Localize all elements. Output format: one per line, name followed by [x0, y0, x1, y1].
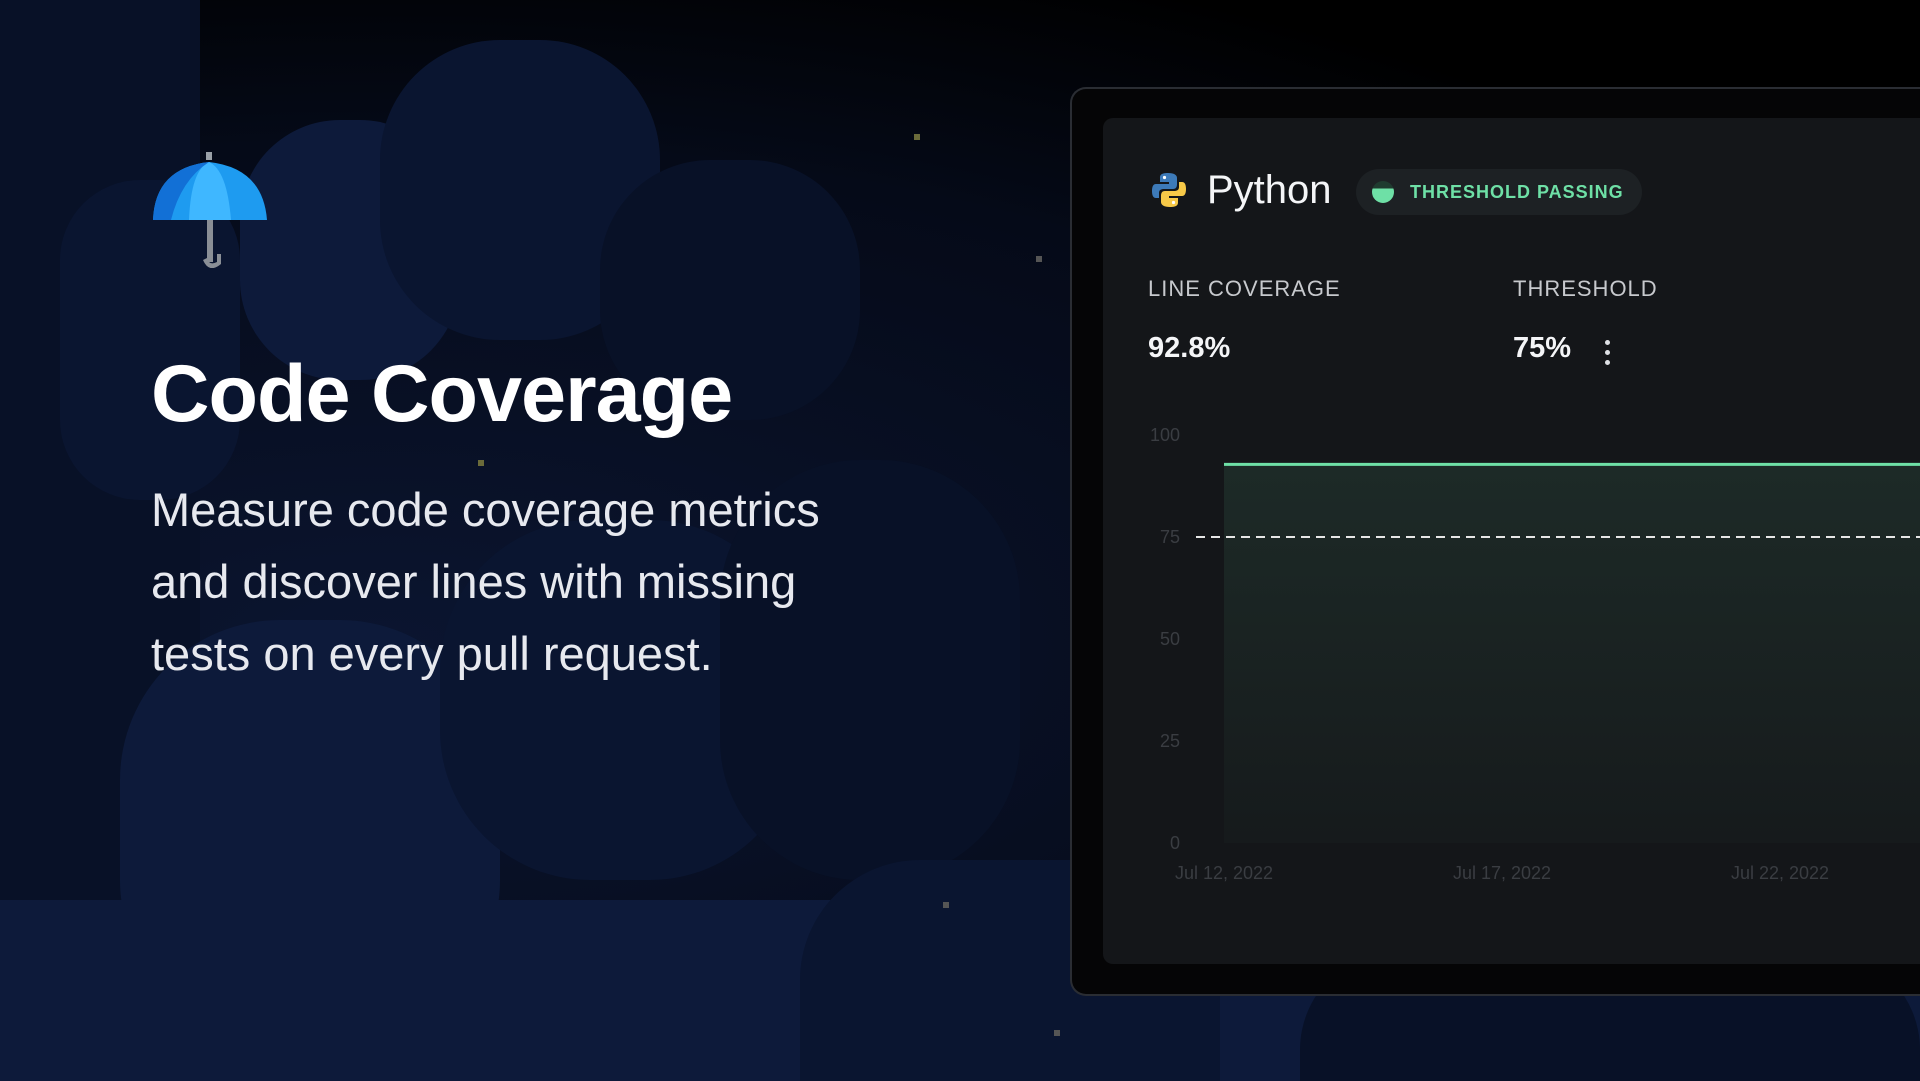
status-badge: THRESHOLD PASSING — [1356, 169, 1642, 215]
threshold-value: 75% — [1513, 332, 1572, 364]
language-name: Python — [1207, 168, 1332, 212]
y-tick-label: 100 — [1150, 425, 1180, 445]
coverage-area — [1224, 464, 1920, 843]
y-tick-label: 25 — [1160, 731, 1180, 751]
x-tick-label: Jul 17, 2022 — [1453, 863, 1551, 883]
x-tick-label: Jul 22, 2022 — [1731, 863, 1829, 883]
x-tick-label: Jul 12, 2022 — [1175, 863, 1273, 883]
line-coverage-label: LINE COVERAGE — [1148, 276, 1341, 301]
status-dot-icon — [1372, 181, 1394, 203]
kebab-menu-icon[interactable] — [1605, 340, 1611, 370]
python-icon — [1152, 173, 1186, 207]
threshold-label: THRESHOLD — [1513, 276, 1658, 301]
y-tick-label: 0 — [1170, 833, 1180, 853]
page-subtitle: Measure code coverage metrics and discov… — [151, 483, 820, 680]
page-title: Code Coverage — [151, 349, 733, 439]
line-coverage-value: 92.8% — [1148, 332, 1231, 364]
y-tick-label: 75 — [1160, 527, 1180, 547]
status-badge-label: THRESHOLD PASSING — [1410, 181, 1624, 202]
y-tick-label: 50 — [1160, 629, 1180, 649]
umbrella-icon — [153, 152, 267, 268]
coverage-chart: 0 25 50 75 100 Jul 12, 2022 Jul 17, 2022 Jul 22… — [1150, 425, 1920, 883]
